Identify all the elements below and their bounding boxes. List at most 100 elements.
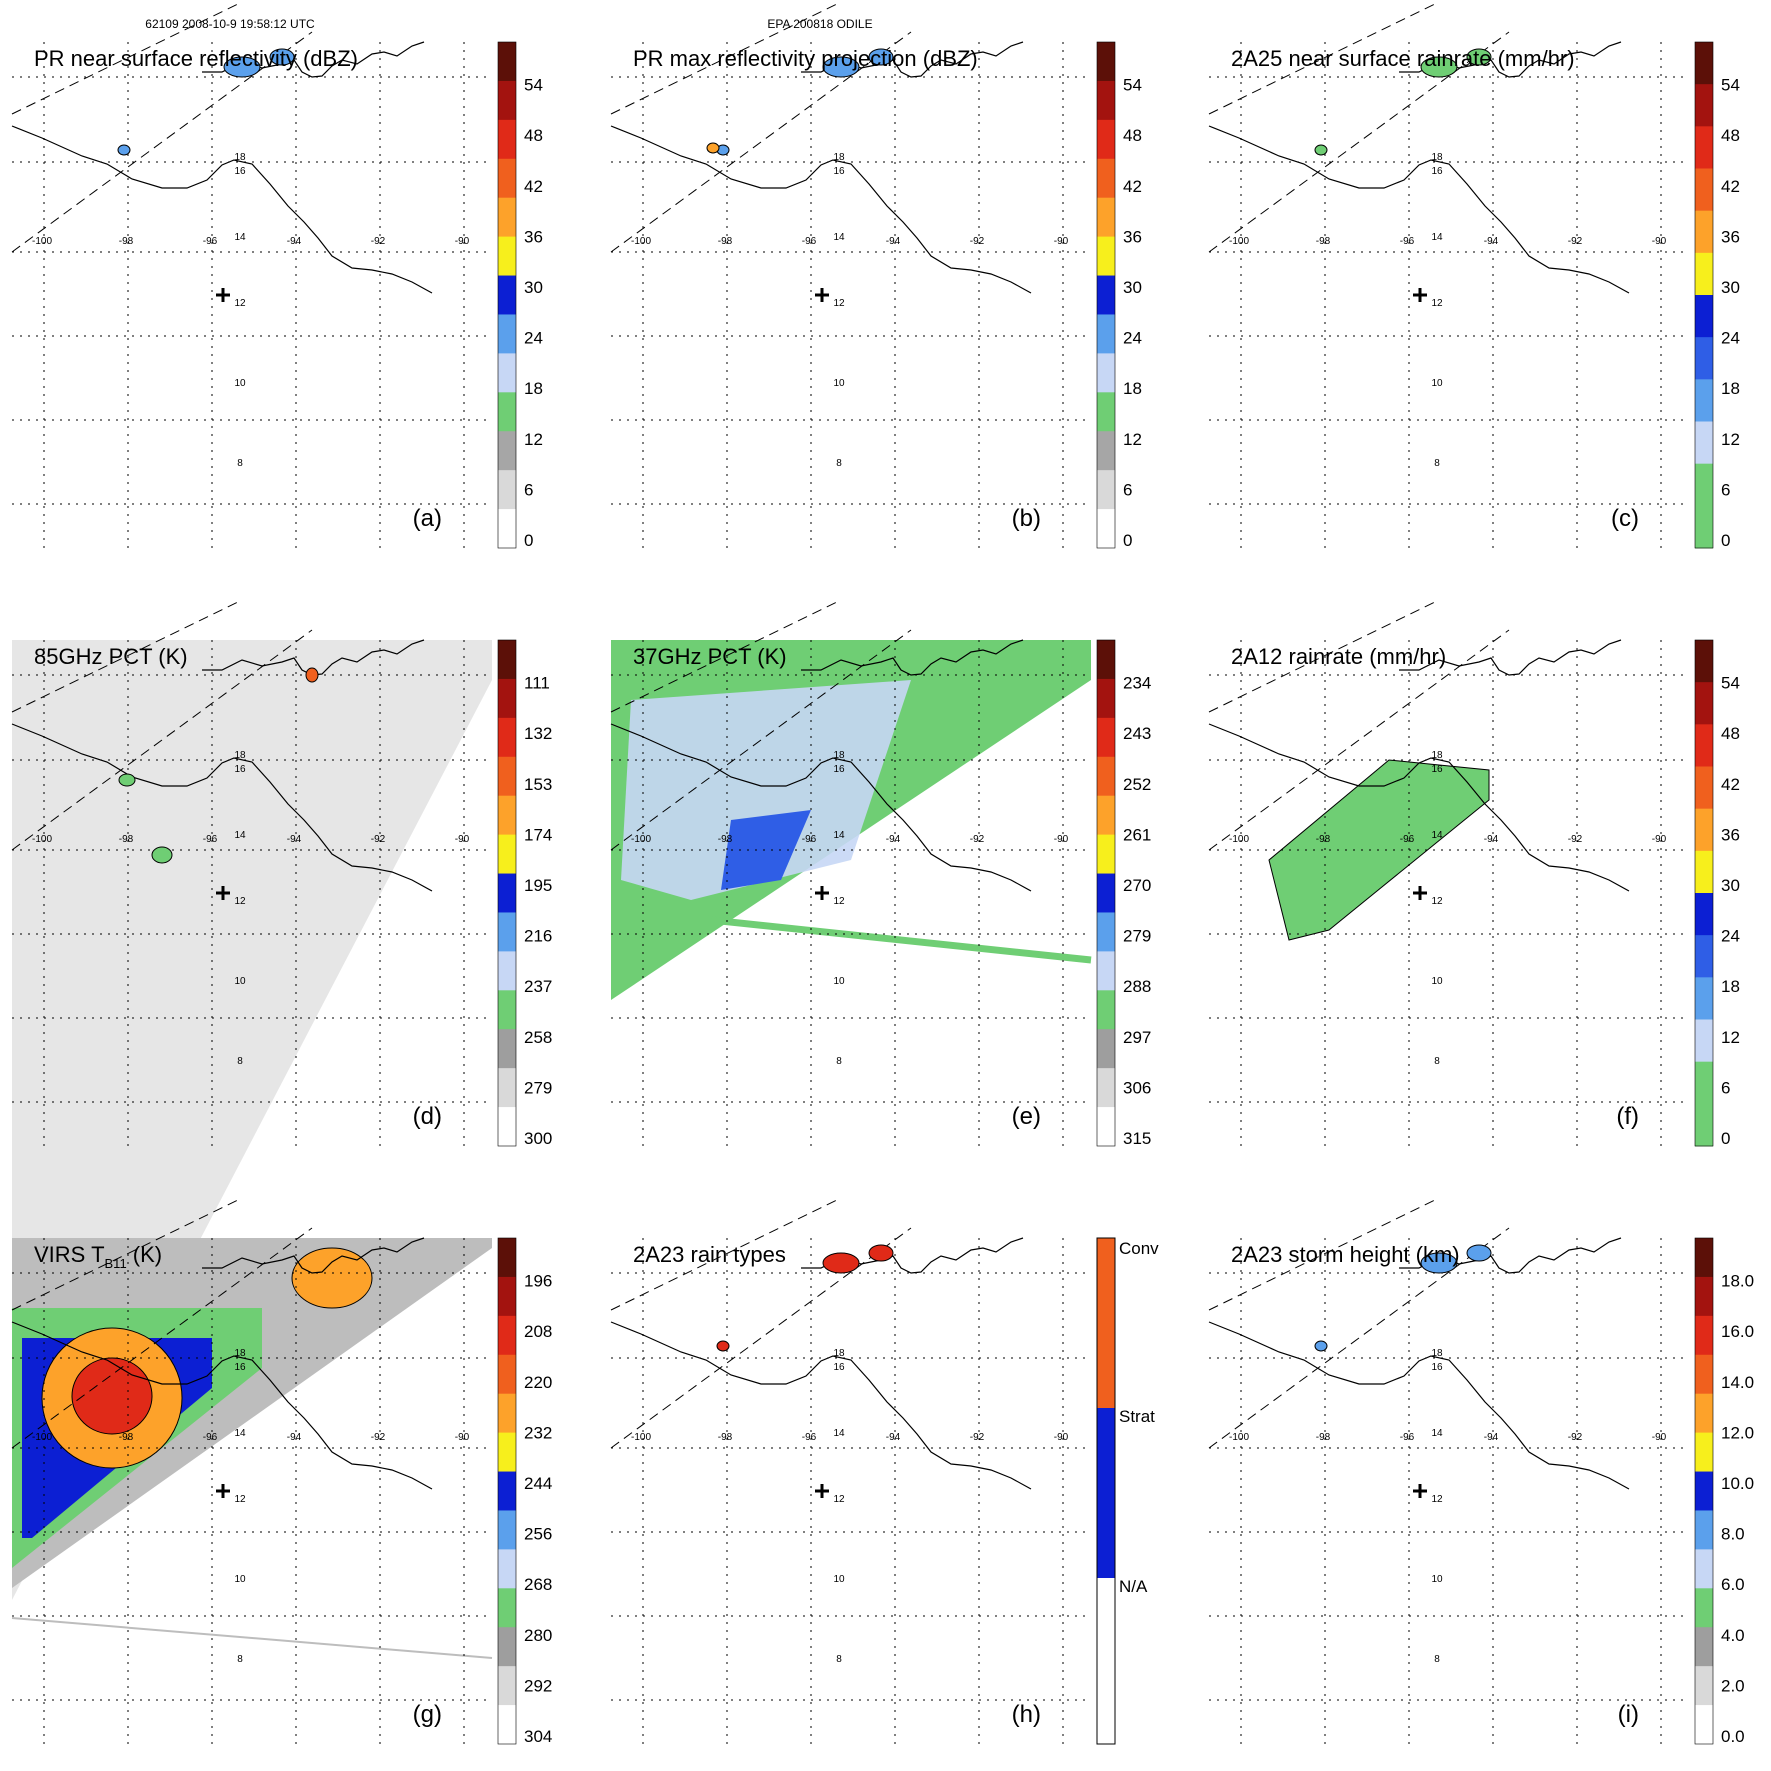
swath-edge-line <box>11 1 243 115</box>
colorbar-segment <box>1695 1666 1713 1706</box>
title-subscript: B11 <box>105 1256 127 1271</box>
storm-center-marker <box>1413 1484 1427 1498</box>
swath-edge-line <box>11 31 313 253</box>
colorbar-segment <box>498 912 516 952</box>
panel-f: -100 -98 -96 -94 -92 -90 18 16 14 12 10 8 2A12 rainr… <box>1208 599 1740 1148</box>
colorbar-segment <box>1695 295 1713 338</box>
colorbar-segment <box>1695 1019 1713 1063</box>
colorbar-segment <box>498 1107 516 1147</box>
colorbar: 54 48 42 36 30 24 18 12 6 0 <box>1694 41 1740 550</box>
colorbar-tick-label: 30 <box>1123 278 1142 297</box>
colorbar-segment <box>498 1393 516 1434</box>
latitude-label: 14 <box>1431 232 1443 243</box>
colorbar-segment <box>1695 463 1713 507</box>
colorbar-tick-label: 132 <box>524 724 552 743</box>
longitude-label: -94 <box>886 1432 901 1443</box>
latitude-label: 10 <box>1431 1574 1443 1585</box>
longitude-label: -90 <box>1054 834 1069 845</box>
colorbar-segment <box>1695 421 1713 465</box>
colorbar-tick-label: 6.0 <box>1721 1575 1745 1594</box>
panel-g: -100 -98 -96 -94 -92 -90 18 16 14 12 10 8 VIRS TB11 … <box>11 1197 552 1746</box>
latitude-label: 8 <box>237 1056 243 1067</box>
colorbar-segment <box>1695 1238 1713 1278</box>
colorbar-segment <box>1695 210 1713 254</box>
colorbar-segment <box>498 1354 516 1395</box>
longitude-label: -96 <box>203 236 218 247</box>
latitude-label: 16 <box>833 764 845 775</box>
echo-cell <box>1420 56 1458 78</box>
swath-edge-line <box>11 1197 243 1311</box>
colorbar-segment <box>498 1549 516 1589</box>
panel-label: (i) <box>1618 1701 1639 1728</box>
latitude-label: 16 <box>234 1362 246 1373</box>
latitude-label: 8 <box>836 1056 842 1067</box>
colorbar-segment <box>498 1471 516 1511</box>
coastline <box>11 125 433 294</box>
colorbar-segment <box>1695 1627 1713 1667</box>
colorbar-tick-label: 174 <box>524 825 552 844</box>
latitude-label: 18 <box>1431 750 1443 761</box>
colorbar-frame <box>497 1237 517 1745</box>
latitude-label: 12 <box>1431 298 1443 309</box>
longitude-label: -90 <box>455 236 470 247</box>
colorbar-segment <box>1695 1276 1713 1317</box>
echo-cell <box>1466 1244 1492 1262</box>
colorbar-segment <box>1695 724 1713 767</box>
longitude-label: -92 <box>970 1432 985 1443</box>
colorbar-tick-label: 208 <box>524 1322 552 1341</box>
colorbar-frame <box>1694 1237 1714 1745</box>
coastline <box>610 1321 1032 1490</box>
echo-cell <box>716 1340 730 1352</box>
colorbar-tick-label: 54 <box>1721 76 1740 95</box>
coastline-north <box>1399 639 1622 676</box>
colorbar-segment <box>1097 1238 1115 1408</box>
colorbar-frame <box>1096 639 1116 1147</box>
colorbar-tick-label: 0 <box>524 531 533 550</box>
latitude-label: 12 <box>833 896 845 907</box>
colorbar-segment <box>1695 1315 1713 1356</box>
latitude-label: 16 <box>1431 1362 1443 1373</box>
colorbar-tick-label: 42 <box>1721 775 1740 794</box>
latitude-label: 18 <box>234 1348 246 1359</box>
colorbar-segment <box>1097 1408 1115 1578</box>
panel-title: 2A12 rainrate (mm/hr) <box>1231 644 1446 669</box>
panel-title: 2A25 near surface rainrate (mm/hr) <box>1231 46 1575 71</box>
longitude-label: -94 <box>886 236 901 247</box>
coastline <box>11 1321 433 1490</box>
panel-title: PR max reflectivity projection (dBZ) <box>633 46 978 71</box>
longitude-label: -100 <box>631 1432 651 1443</box>
latitude-label: 12 <box>234 298 246 309</box>
colorbar-tick-label: 6 <box>1721 480 1730 499</box>
panel-label: (e) <box>1012 1103 1041 1130</box>
storm-center-marker <box>815 886 829 900</box>
colorbar-segment <box>1695 682 1713 725</box>
longitude-label: -98 <box>119 1432 134 1443</box>
longitude-label: -90 <box>1652 834 1667 845</box>
colorbar-segment <box>498 1432 516 1473</box>
colorbar-segment <box>1695 808 1713 852</box>
panel-i: -100 -98 -96 -94 -92 -90 18 16 14 12 10 8 2A23 storm… <box>1208 1197 1754 1746</box>
panel-title: 2A23 storm height (km) <box>1231 1242 1460 1267</box>
colorbar-tick-label: 304 <box>524 1727 552 1746</box>
longitude-label: -92 <box>1568 834 1583 845</box>
echo-cell <box>117 144 131 156</box>
colorbar-tick-label: 261 <box>1123 825 1151 844</box>
colorbar-tick-label: 6 <box>1123 480 1132 499</box>
colorbar: 54 48 42 36 30 24 18 12 6 0 <box>1694 639 1740 1148</box>
latitude-label: 18 <box>1431 152 1443 163</box>
latitude-label: 12 <box>234 896 246 907</box>
colorbar: 54 48 42 36 30 24 18 12 6 0 <box>1096 41 1142 550</box>
virs-core <box>71 1357 153 1435</box>
latitude-label: 10 <box>234 378 246 389</box>
colorbar-segment <box>498 509 516 549</box>
colorbar-tick-label: 279 <box>524 1078 552 1097</box>
colorbar-frame <box>1694 41 1714 549</box>
latitude-label: 12 <box>833 1494 845 1505</box>
latitude-label: 10 <box>833 976 845 987</box>
colorbar-tick-label: 16.0 <box>1721 1322 1754 1341</box>
pct85-cell <box>118 773 136 787</box>
colorbar-tick-label: 297 <box>1123 1028 1151 1047</box>
colorbar-segment <box>1695 337 1713 380</box>
colorbar-tick-label: 10.0 <box>1721 1474 1754 1493</box>
storm-center-marker <box>815 1484 829 1498</box>
